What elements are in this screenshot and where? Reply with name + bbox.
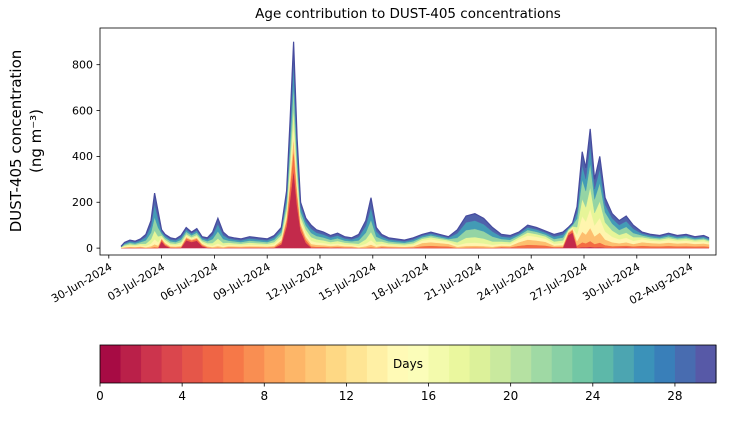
x-tick-label: 30-Jun-2024 (49, 260, 114, 305)
x-tick-label: 27-Jul-2024 (528, 260, 590, 303)
colorbar-segment (161, 345, 183, 383)
colorbar-tick-label: 4 (178, 389, 186, 403)
colorbar-segment (366, 345, 389, 383)
colorbar-segment (572, 345, 594, 383)
colorbar-segment (551, 345, 573, 383)
colorbar-segment (674, 345, 697, 383)
colorbar-segment (120, 345, 142, 383)
x-tick-label: 21-Jul-2024 (422, 260, 484, 303)
colorbar-segment (654, 345, 676, 383)
colorbar-segment (695, 345, 717, 383)
colorbar-segment (325, 345, 347, 383)
y-tick-label: 400 (72, 150, 93, 163)
colorbar-segment (346, 345, 368, 383)
colorbar-segment (613, 345, 635, 383)
colorbar-segment (633, 345, 655, 383)
colorbar-tick-label: 0 (96, 389, 104, 403)
colorbar-segment (202, 345, 224, 383)
y-tick-label: 800 (72, 58, 93, 71)
x-tick-label: 12-Jul-2024 (264, 260, 326, 303)
colorbar-segment (428, 345, 450, 383)
y-tick-label: 200 (72, 196, 93, 209)
x-tick-label: 24-Jul-2024 (475, 260, 537, 303)
colorbar-segment (408, 345, 430, 383)
x-tick-label: 18-Jul-2024 (369, 260, 431, 303)
y-tick-label: 0 (86, 242, 93, 255)
y-tick-label: 600 (72, 104, 93, 117)
colorbar-segment (284, 345, 306, 383)
colorbar-tick-label: 20 (503, 389, 518, 403)
colorbar-segment (243, 345, 265, 383)
y-axis-label-line2: (ng m⁻³) (27, 108, 45, 174)
colorbar-segment (182, 345, 204, 383)
x-tick-label: 15-Jul-2024 (317, 260, 379, 303)
colorbar-segment (490, 345, 512, 383)
colorbar-segment (510, 345, 532, 383)
colorbar-segment (592, 345, 614, 383)
x-tick-label: 06-Jul-2024 (158, 260, 220, 303)
colorbar-border (99, 344, 717, 384)
colorbar-tick-label: 28 (667, 389, 682, 403)
colorbar-segment (305, 345, 327, 383)
x-tick-label: 03-Jul-2024 (105, 260, 167, 303)
chart-title: Age contribution to DUST-405 concentrati… (255, 6, 561, 22)
colorbar-tick-label: 16 (421, 389, 436, 403)
y-axis-label: DUST-405 concentration (ng m⁻³) (6, 11, 48, 271)
colorbar-segment (264, 345, 286, 383)
colorbar-segment (449, 345, 471, 383)
colorbar-segment (469, 345, 491, 383)
x-tick-label: 09-Jul-2024 (211, 260, 273, 303)
colorbar-segment (531, 345, 553, 383)
colorbar-tick-label: 8 (260, 389, 268, 403)
age-band-28+-days (120, 41, 710, 248)
colorbar-label: Days (393, 357, 423, 371)
colorbar-tick-label: 24 (585, 389, 600, 403)
total-concentration-outline (120, 41, 710, 247)
colorbar-segment (141, 345, 163, 383)
plot-border (99, 27, 717, 256)
colorbar-tick-label: 12 (339, 389, 354, 403)
colorbar-segment (387, 345, 409, 383)
colorbar-segment (223, 345, 245, 383)
y-axis-label-line1: DUST-405 concentration (7, 49, 25, 233)
colorbar-segment (100, 345, 122, 383)
